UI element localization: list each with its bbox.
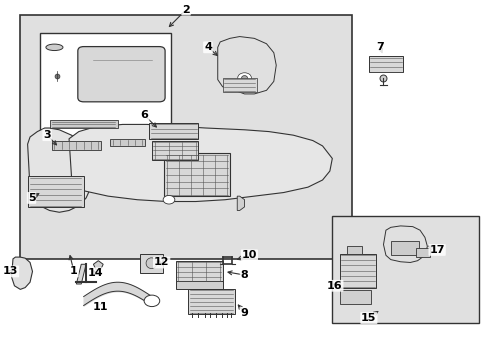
Bar [176,282,222,289]
Bar [27,176,83,207]
Bar [20,15,351,259]
Ellipse shape [46,44,63,50]
FancyBboxPatch shape [78,46,165,102]
Bar [339,290,370,304]
Bar [332,216,478,323]
Bar [415,248,429,257]
Text: 16: 16 [326,281,342,291]
Bar [40,33,171,137]
Bar [188,289,234,315]
Bar [222,78,256,92]
Polygon shape [69,125,332,202]
Bar [346,246,361,253]
Polygon shape [237,196,244,211]
Bar [149,123,198,139]
Bar [176,261,222,282]
Text: 2: 2 [182,5,189,15]
Ellipse shape [241,76,247,80]
Text: 15: 15 [361,313,376,323]
Polygon shape [217,37,276,94]
Text: 11: 11 [93,302,108,312]
Text: 13: 13 [3,266,18,276]
Bar [110,139,144,146]
Ellipse shape [146,258,157,269]
Text: 12: 12 [154,257,169,267]
Polygon shape [93,261,103,270]
Bar [368,56,402,72]
Polygon shape [76,264,86,284]
Text: 6: 6 [141,111,148,121]
Text: 17: 17 [428,245,444,255]
Circle shape [144,295,160,307]
Polygon shape [12,257,32,289]
Text: 1: 1 [70,266,78,276]
Text: 8: 8 [240,270,248,280]
Bar [164,153,229,196]
Text: 14: 14 [88,268,103,278]
Polygon shape [383,226,427,262]
Bar [52,140,101,149]
Text: 4: 4 [203,42,211,52]
Bar [49,120,118,128]
Bar [140,253,163,273]
Text: 5: 5 [28,193,35,203]
Text: 10: 10 [241,250,257,260]
Circle shape [163,195,175,204]
Ellipse shape [237,73,251,83]
Text: 3: 3 [43,130,51,140]
Bar [152,140,198,160]
Bar [390,241,418,255]
Polygon shape [27,128,93,212]
Text: 9: 9 [240,308,248,318]
Text: 7: 7 [375,42,383,52]
Bar [339,253,375,288]
